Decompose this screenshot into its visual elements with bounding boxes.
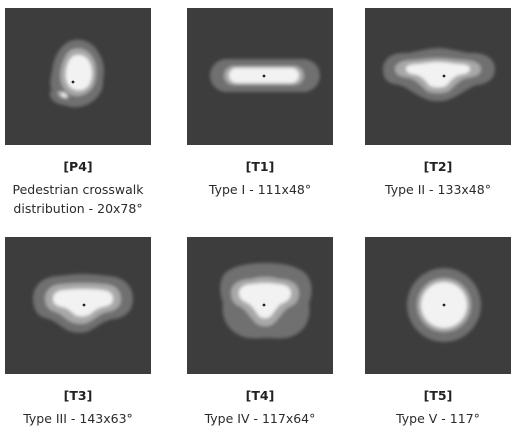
- distribution-code: [T2]: [423, 159, 453, 174]
- center-dot: [71, 80, 75, 84]
- distribution-code: [T3]: [63, 388, 93, 403]
- distribution-description: Pedestrian crosswalk distribution - 20x7…: [12, 182, 144, 216]
- distribution-code: [T5]: [423, 388, 453, 403]
- distribution-pattern-t5: [365, 237, 511, 374]
- center-dot: [442, 74, 446, 78]
- center-dot: [82, 303, 86, 307]
- center-dot: [442, 303, 446, 307]
- center-dot: [262, 303, 266, 307]
- distribution-description: Type II - 133x48°: [385, 182, 491, 197]
- distribution-pattern-t2: [365, 8, 511, 145]
- distribution-pattern-p4: [5, 8, 151, 145]
- distribution-code: [P4]: [63, 159, 93, 174]
- distribution-description: Type V - 117°: [396, 411, 480, 426]
- distribution-pattern-t1: [187, 8, 333, 145]
- distribution-description: Type IV - 117x64°: [204, 411, 316, 426]
- distribution-code: [T1]: [245, 159, 275, 174]
- distribution-pattern-t3: [5, 237, 151, 374]
- distribution-pattern-t4: [187, 237, 333, 374]
- distribution-code: [T4]: [245, 388, 275, 403]
- distribution-description: Type III - 143x63°: [23, 411, 133, 426]
- center-dot: [262, 74, 266, 78]
- distribution-description: Type I - 111x48°: [208, 182, 312, 197]
